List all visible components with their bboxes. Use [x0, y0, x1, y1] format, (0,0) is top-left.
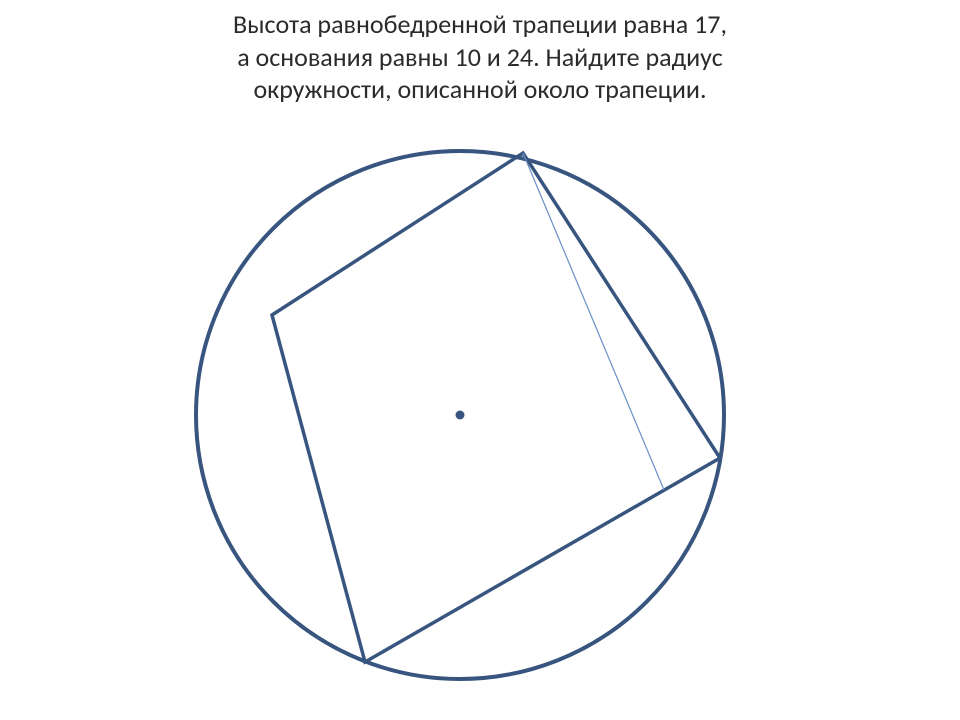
diagram-svg [150, 120, 770, 710]
geometry-diagram [150, 120, 770, 710]
height-segment [523, 153, 664, 490]
center-dot [456, 411, 465, 420]
problem-line-3: окружности, описанной около трапеции. [253, 73, 706, 105]
problem-line-1: Высота равнобедренной трапеции равна 17, [233, 8, 727, 40]
page-root: Высота равнобедренной трапеции равна 17,… [0, 0, 960, 720]
problem-text: Высота равнобедренной трапеции равна 17,… [0, 8, 960, 106]
problem-line-2: а основания равны 10 и 24. Найдите радиу… [237, 41, 723, 73]
trapezoid [272, 153, 720, 662]
